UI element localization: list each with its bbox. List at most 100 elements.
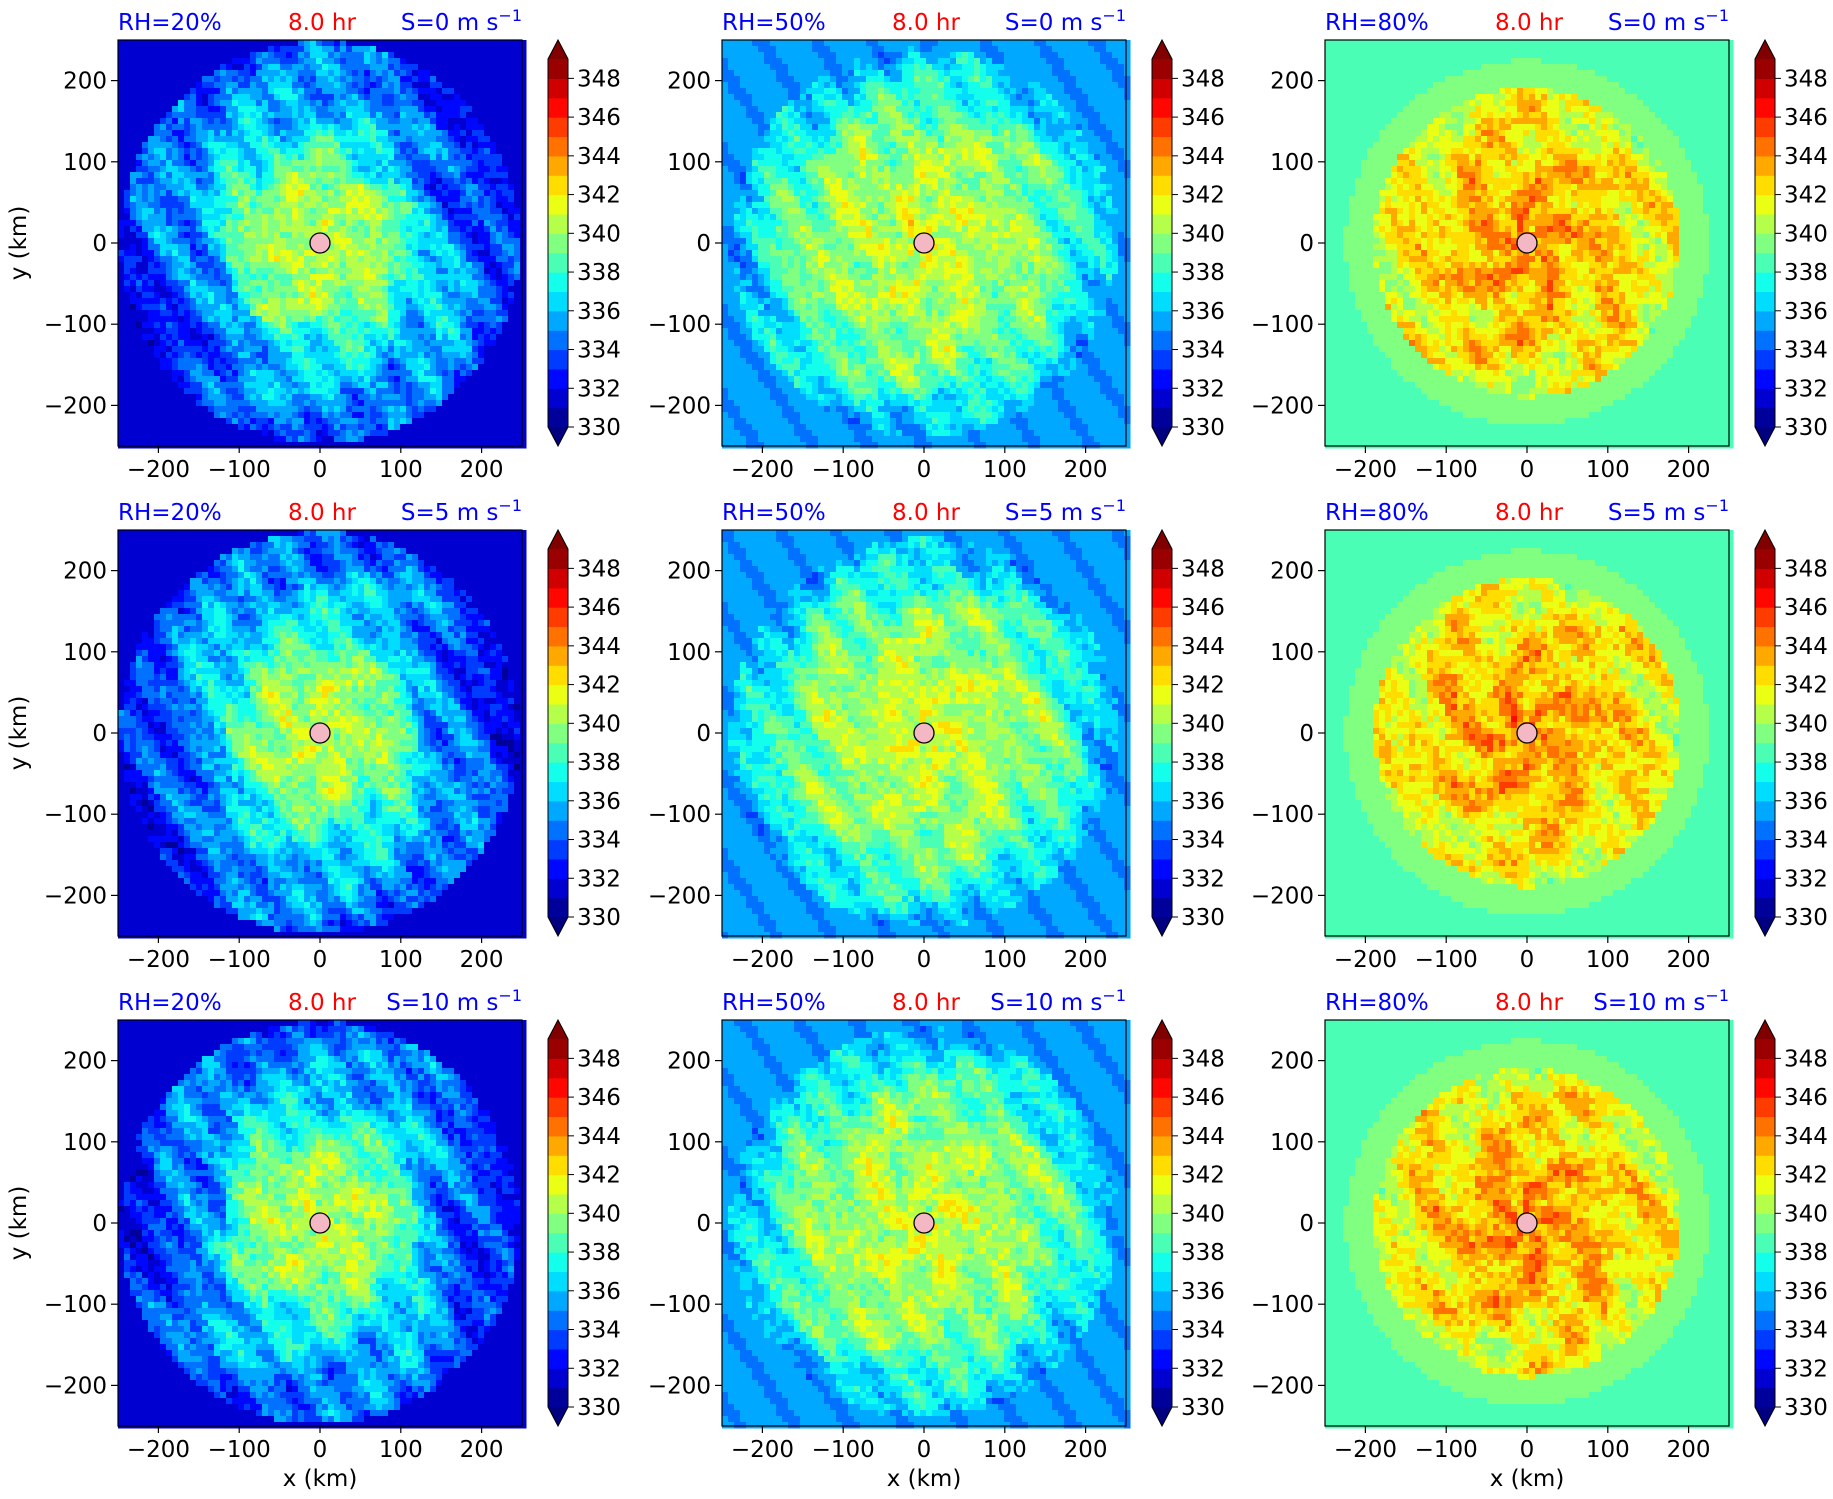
colorbar-bin <box>548 233 568 253</box>
x-tick-label: 100 <box>1586 947 1630 973</box>
y-tick-label: −100 <box>1251 312 1314 338</box>
colorbar-bin <box>548 743 568 763</box>
colorbar-bin <box>1152 388 1172 408</box>
time-label: 8.0 hr <box>1495 500 1563 526</box>
colorbar-tick-label: 342 <box>1181 183 1225 209</box>
colorbar-extend-max <box>1152 40 1172 59</box>
y-axis-label: y (km) <box>6 696 32 771</box>
center-marker <box>1517 233 1537 253</box>
colorbar-tick-label: 338 <box>1181 1240 1225 1266</box>
colorbar-bin <box>1755 1175 1775 1195</box>
colorbar-bin <box>1152 840 1172 860</box>
colorbar-bin <box>1755 1310 1775 1330</box>
colorbar-bin <box>548 646 568 666</box>
colorbar-bin <box>548 78 568 98</box>
colorbar-bin <box>1152 214 1172 234</box>
colorbar-tick-label: 344 <box>577 634 621 660</box>
colorbar-bin <box>1152 646 1172 666</box>
colorbar-extend-min <box>548 1407 568 1426</box>
colorbar-bin <box>1755 253 1775 273</box>
colorbar-tick-label: 332 <box>577 376 621 402</box>
colorbar-tick-label: 334 <box>1181 828 1225 854</box>
colorbar-bin <box>1152 781 1172 801</box>
colorbar-bin <box>548 626 568 646</box>
x-tick-label: 200 <box>460 457 504 483</box>
x-tick-label: 0 <box>313 457 328 483</box>
colorbar-extend-min <box>1755 917 1775 936</box>
x-tick-label: −100 <box>1415 947 1478 973</box>
colorbar-bin <box>548 1233 568 1253</box>
colorbar-tick-label: 332 <box>577 866 621 892</box>
colorbar-tick-label: 342 <box>1784 1163 1828 1189</box>
colorbar-bin <box>1152 665 1172 685</box>
colorbar-bin <box>548 1175 568 1195</box>
colorbar-bin <box>1755 762 1775 782</box>
colorbar-tick-label: 340 <box>1181 1201 1225 1227</box>
colorbar-bin <box>1755 1271 1775 1291</box>
colorbar-bin <box>1755 78 1775 98</box>
colorbar-bin <box>548 1194 568 1214</box>
colorbar-tick-label: 332 <box>1181 376 1225 402</box>
time-label: 8.0 hr <box>288 500 356 526</box>
x-tick-label: −100 <box>812 947 875 973</box>
colorbar-tick-label: 338 <box>577 260 621 286</box>
colorbar-tick-label: 342 <box>1784 673 1828 699</box>
y-tick-label: −100 <box>44 802 107 828</box>
colorbar-tick-label: 348 <box>1784 556 1828 582</box>
colorbar-bin <box>1152 1388 1172 1408</box>
colorbar-tick-label: 336 <box>1181 789 1225 815</box>
x-tick-label: −200 <box>1334 457 1397 483</box>
colorbar-bin <box>1755 859 1775 879</box>
colorbar-bin <box>1755 233 1775 253</box>
colorbar-tick-label: 330 <box>1181 415 1225 441</box>
x-tick-label: 200 <box>1667 457 1711 483</box>
colorbar-bin <box>548 1310 568 1330</box>
x-tick-label: 0 <box>917 947 932 973</box>
colorbar-bin <box>1755 1058 1775 1078</box>
colorbar-tick-label: 330 <box>1784 415 1828 441</box>
time-label: 8.0 hr <box>288 10 356 36</box>
colorbar-tick-label: 348 <box>1181 556 1225 582</box>
colorbar-bin <box>1152 330 1172 350</box>
x-tick-label: 200 <box>1667 1437 1711 1463</box>
colorbar-tick-label: 348 <box>577 1046 621 1072</box>
x-tick-label: −200 <box>731 947 794 973</box>
colorbar-bin <box>548 801 568 821</box>
rh-label: RH=80% <box>1325 500 1429 526</box>
colorbar-bin <box>1755 626 1775 646</box>
colorbar-tick-label: 344 <box>1784 634 1828 660</box>
x-axis-label: x (km) <box>1490 1466 1565 1492</box>
colorbar-bin <box>1755 1252 1775 1272</box>
colorbar-bin <box>1152 801 1172 821</box>
x-tick-label: −100 <box>812 1437 875 1463</box>
y-tick-label: 0 <box>1299 721 1314 747</box>
colorbar-bin <box>548 330 568 350</box>
colorbar-bin <box>548 1271 568 1291</box>
time-label: 8.0 hr <box>288 990 356 1016</box>
colorbar-tick-label: 346 <box>577 595 621 621</box>
colorbar-bin <box>548 568 568 588</box>
x-tick-label: −200 <box>127 1437 190 1463</box>
colorbar-bin <box>1755 898 1775 918</box>
y-tick-label: −200 <box>44 1373 107 1399</box>
y-tick-label: 100 <box>1270 1130 1314 1156</box>
rh-label: RH=20% <box>118 10 222 36</box>
colorbar-bin <box>1755 1078 1775 1098</box>
colorbar-tick-label: 330 <box>1784 905 1828 931</box>
colorbar-bin <box>548 291 568 311</box>
colorbar-bin <box>1755 1213 1775 1233</box>
x-tick-label: 0 <box>917 1437 932 1463</box>
colorbar-bin <box>1152 743 1172 763</box>
x-tick-label: −100 <box>208 947 271 973</box>
colorbar-bin <box>1152 311 1172 331</box>
colorbar-bin <box>1152 1271 1172 1291</box>
y-axis-label: y (km) <box>6 1186 32 1261</box>
